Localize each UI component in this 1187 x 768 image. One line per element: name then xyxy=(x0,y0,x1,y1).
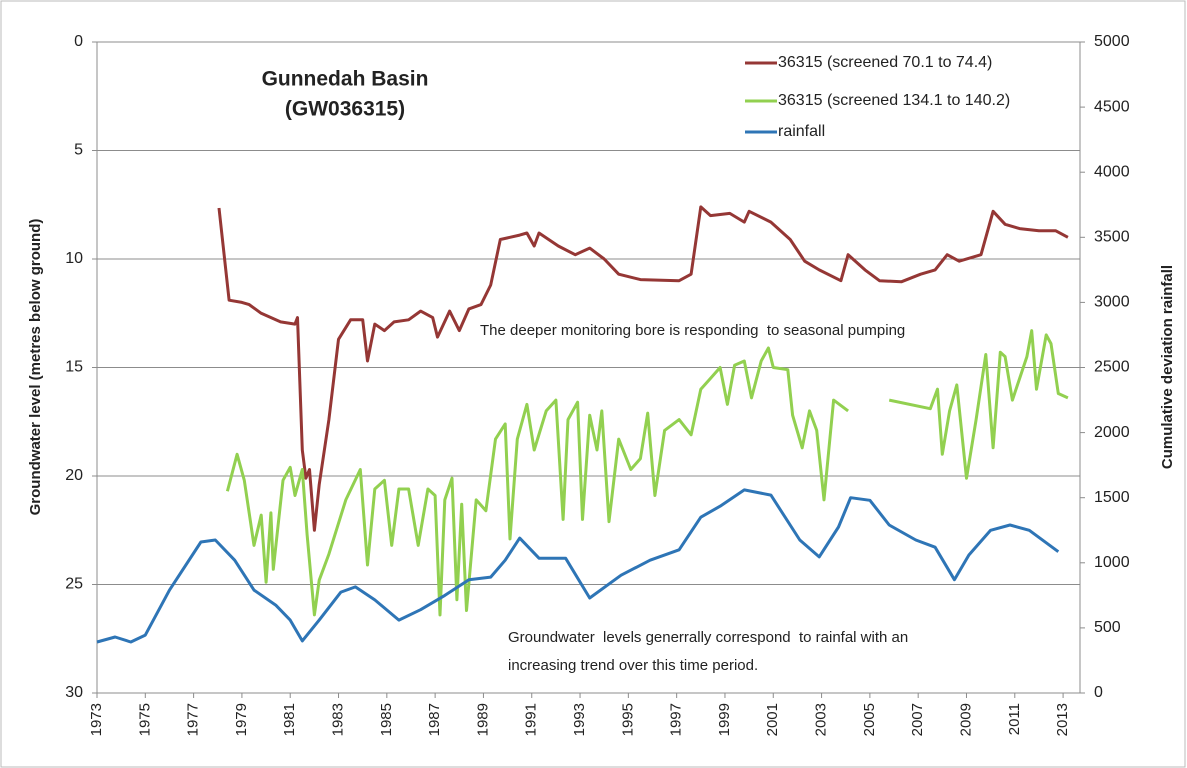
y2-tick-label: 4500 xyxy=(1094,98,1130,115)
y2-tick-label: 0 xyxy=(1094,684,1103,701)
annotation: increasing trend over this time period. xyxy=(508,657,758,674)
x-tick-label: 2003 xyxy=(813,703,830,736)
x-tick-label: 1991 xyxy=(523,703,540,736)
y2-axis-label: Cumulative deviation rainfall xyxy=(1159,265,1176,469)
y2-tick-label: 1500 xyxy=(1094,489,1130,506)
x-tick-label: 1993 xyxy=(571,703,588,736)
y2-tick-label: 4000 xyxy=(1094,163,1130,180)
x-tick-label: 1987 xyxy=(426,703,443,736)
y-tick-label: 20 xyxy=(65,467,83,484)
x-tick-label: 2011 xyxy=(1006,703,1023,735)
y2-tick-label: 2500 xyxy=(1094,359,1130,376)
chart-subtitle: (GW036315) xyxy=(285,98,405,121)
chart-title: Gunnedah Basin xyxy=(262,68,429,91)
x-tick-label: 1995 xyxy=(619,703,636,736)
legend-label: 36315 (screened 70.1 to 74.4) xyxy=(778,54,992,71)
x-tick-label: 1997 xyxy=(668,703,685,736)
y-tick-label: 0 xyxy=(74,33,83,50)
x-tick-label: 1983 xyxy=(329,703,346,736)
legend-label: rainfall xyxy=(778,123,825,140)
x-tick-label: 1999 xyxy=(716,703,733,736)
x-tick-label: 1981 xyxy=(281,703,298,736)
annotation: Groundwater levels generrally correspond… xyxy=(508,629,908,646)
annotation: The deeper monitoring bore is responding… xyxy=(480,322,905,339)
y-tick-label: 30 xyxy=(65,684,83,701)
series-line xyxy=(96,488,1060,644)
y-tick-label: 5 xyxy=(74,142,83,159)
x-tick-label: 1973 xyxy=(88,703,105,736)
x-tick-label: 1985 xyxy=(378,703,395,736)
series-line xyxy=(217,205,1069,532)
x-tick-label: 1975 xyxy=(136,703,153,736)
y-tick-label: 10 xyxy=(65,250,83,267)
y2-tick-label: 3000 xyxy=(1094,294,1130,311)
y2-tick-label: 1000 xyxy=(1094,554,1130,571)
y2-tick-label: 2000 xyxy=(1094,424,1130,441)
y2-tick-label: 5000 xyxy=(1094,33,1130,50)
x-tick-label: 2009 xyxy=(957,703,974,736)
x-tick-label: 1979 xyxy=(233,703,250,736)
series-line xyxy=(225,329,1069,617)
x-tick-label: 2007 xyxy=(909,703,926,736)
x-tick-label: 2005 xyxy=(861,703,878,736)
x-tick-label: 2001 xyxy=(764,703,781,736)
y2-tick-label: 500 xyxy=(1094,619,1121,636)
x-tick-label: 1977 xyxy=(185,703,202,736)
y-tick-label: 15 xyxy=(65,359,83,376)
x-tick-label: 1989 xyxy=(474,703,491,736)
x-tick-label: 2013 xyxy=(1054,703,1071,736)
legend-label: 36315 (screened 134.1 to 140.2) xyxy=(778,92,1010,109)
y-tick-label: 25 xyxy=(65,576,83,593)
y-axis-label: Groundwater level (metres below ground) xyxy=(27,219,44,516)
y2-tick-label: 3500 xyxy=(1094,229,1130,246)
